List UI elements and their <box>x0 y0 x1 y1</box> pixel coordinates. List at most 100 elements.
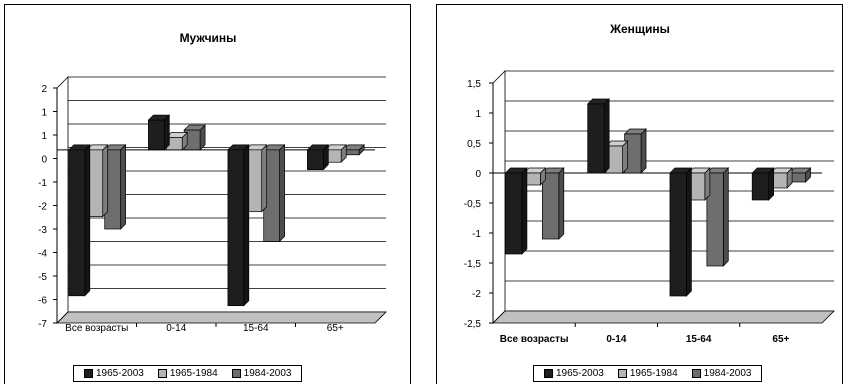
category-label: 0-14 <box>166 323 186 334</box>
legend-item: 1984-2003 <box>691 368 752 379</box>
category-label: 65+ <box>772 334 789 345</box>
bar <box>306 143 330 171</box>
legend-label: 1965-1984 <box>169 368 218 379</box>
bar-side <box>84 143 91 297</box>
legend-item: 1965-2003 <box>544 368 604 379</box>
bar <box>227 143 250 307</box>
y-tick-label: -1 <box>472 229 481 240</box>
y-tick-label: -2 <box>38 202 47 213</box>
bar-side <box>243 143 250 307</box>
category-label: Все возрасты <box>65 323 128 334</box>
bar-front <box>68 149 86 297</box>
y-tick-label: -0,5 <box>464 199 482 210</box>
bar-front <box>541 172 560 240</box>
legend-label: 1965-1984 <box>629 368 678 379</box>
chart-women: Женщины 1,5 1 0,5 0 -0,5 -1 -1,5 -2 -2,5 Все возра… <box>464 22 835 345</box>
y-tick-label: -3 <box>38 225 47 236</box>
chart-floor <box>56 311 387 324</box>
category-label: 0-14 <box>606 334 626 345</box>
bar <box>623 128 647 174</box>
bar <box>541 167 565 240</box>
bar-front <box>706 172 724 267</box>
bar-side <box>521 167 528 255</box>
bar-side <box>558 167 565 240</box>
legend-swatch <box>544 369 553 378</box>
bar-front <box>587 103 605 174</box>
legend-swatch <box>157 369 167 378</box>
category-label: 65+ <box>327 323 344 334</box>
chart-men: Мужчины 2 1 1 0 -1 -2 -3 -4 -5 -6 -7 Все возрасты 0-1… <box>38 31 387 334</box>
bar-side <box>722 167 729 267</box>
bar <box>586 98 610 174</box>
category-label: Все возрасты <box>500 334 569 345</box>
y-tick-label: -1,5 <box>464 259 482 270</box>
legend-label: 1965-2003 <box>96 368 144 379</box>
bar-front <box>669 172 687 297</box>
bar-side <box>261 143 268 213</box>
bar-side <box>120 143 126 230</box>
bar <box>147 114 171 151</box>
y-tick-label: 1 <box>41 108 47 119</box>
legend-swatch <box>84 369 93 378</box>
bar-side <box>102 143 109 218</box>
left-wall <box>56 76 69 324</box>
legend-swatch <box>617 369 627 378</box>
bar-side <box>640 128 647 174</box>
chart-panel-women: Женщины 1,5 1 0,5 0 -0,5 -1 -1,5 -2 -2,5 Все возра… <box>436 4 843 384</box>
chart-title: Мужчины <box>180 31 237 45</box>
y-tick-label: -1 <box>38 178 47 189</box>
y-tick-label: 1 <box>41 131 47 142</box>
chart-floor <box>492 310 835 324</box>
bar <box>103 143 127 230</box>
bar-front <box>307 149 324 170</box>
legend-item: 1965-1984 <box>157 368 218 379</box>
bar <box>342 143 365 156</box>
legend-women: 1965-2003 1965-1984 1984-2003 <box>533 365 763 382</box>
bar <box>605 140 629 174</box>
y-tick-label: 1 <box>475 109 481 120</box>
y-tick-label: 0,5 <box>467 139 481 150</box>
legend-men: 1965-2003 1965-1984 1984-2003 <box>73 365 303 382</box>
bar-front <box>148 119 165 151</box>
category-label: 15-64 <box>243 323 269 334</box>
bar <box>244 143 268 213</box>
bar <box>85 143 109 218</box>
chart-panel-men: Мужчины 2 1 1 0 -1 -2 -3 -4 -5 -6 -7 Все возрасты 0-1… <box>4 4 411 384</box>
bar <box>751 167 775 201</box>
bar <box>262 143 286 243</box>
legend-label: 1984-2003 <box>703 368 752 379</box>
bar-side <box>603 98 610 174</box>
y-tick-label: -6 <box>38 296 47 307</box>
y-tick-label: 0 <box>41 155 47 166</box>
left-wall <box>492 70 506 324</box>
legend-item: 1965-2003 <box>84 368 144 379</box>
y-tick-label: 1,5 <box>467 79 481 90</box>
bar-front <box>505 172 523 255</box>
chart-title: Женщины <box>609 22 670 36</box>
bar-side <box>704 167 711 201</box>
y-tick-label: -2 <box>472 289 481 300</box>
legend-label: 1965-2003 <box>556 368 604 379</box>
legend-swatch <box>691 369 701 378</box>
bar-side <box>279 143 285 243</box>
legend-swatch <box>231 369 241 378</box>
bar-side <box>163 114 170 151</box>
bar-side <box>686 167 692 297</box>
bar-side <box>768 167 774 201</box>
bar <box>68 143 91 297</box>
bar-front <box>227 149 245 307</box>
y-tick-label: -7 <box>38 319 47 330</box>
y-tick-label: -5 <box>38 272 47 283</box>
bar <box>706 167 730 267</box>
legend-item: 1984-2003 <box>231 368 292 379</box>
bar <box>669 167 693 297</box>
bar-front <box>751 172 770 201</box>
y-tick-label: 2 <box>41 84 47 95</box>
y-tick-label: -4 <box>38 249 47 260</box>
category-label: 15-64 <box>686 334 712 345</box>
bar <box>504 167 528 255</box>
legend-item: 1965-1984 <box>617 368 678 379</box>
y-tick-label: -2,5 <box>464 319 482 330</box>
bar-side <box>622 140 628 174</box>
legend-label: 1984-2003 <box>243 368 292 379</box>
